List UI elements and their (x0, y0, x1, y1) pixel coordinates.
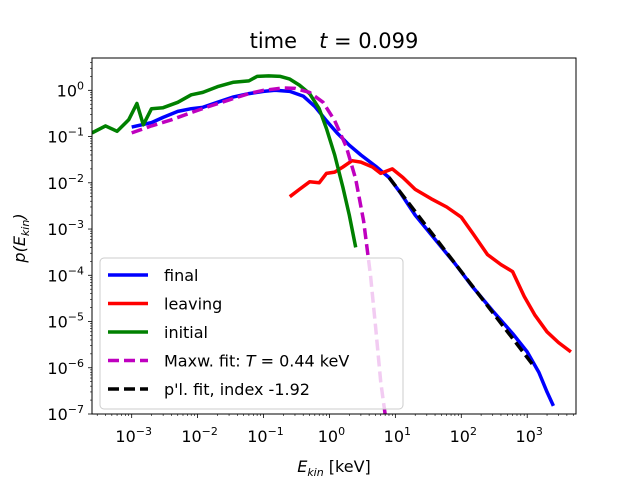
y-tick-label: 10−1 (47, 126, 84, 147)
y-tick-label: 10−4 (47, 264, 84, 285)
x-axis-label: Ekin [keV] (297, 457, 371, 479)
legend-label-p-l-fit-index-1-92: p'l. fit, index -1.92 (164, 380, 310, 399)
x-tick-label: 10−3 (115, 425, 152, 446)
x-tick-label: 101 (384, 425, 411, 446)
series-line-p-l-fit-index-1-92 (387, 176, 537, 369)
y-tick-label: 100 (57, 79, 84, 100)
legend-box (99, 257, 404, 410)
legend-label-maxw-fit: Maxw. fit: T = 0.44 keV (164, 352, 349, 371)
series-line-initial (92, 74, 358, 248)
series-layer (92, 74, 572, 414)
chart-title: time t = 0.099 (250, 29, 419, 53)
y-tick-label: 10−6 (47, 357, 84, 378)
y-tick-label: 10−7 (47, 403, 84, 424)
y-tick-label: 10−3 (47, 218, 84, 239)
x-tick-label: 102 (450, 425, 477, 446)
y-tick-label: 10−5 (47, 311, 84, 332)
legend-label-initial: initial (164, 323, 208, 342)
y-tick-label: 10−2 (47, 172, 84, 193)
x-tick-label: 100 (318, 425, 345, 446)
x-tick-label: 10−1 (247, 425, 284, 446)
legend: final leaving initial Maxw. fit: T = 0.44 k… (99, 257, 404, 410)
legend-label-final: final (164, 266, 198, 285)
x-tick-label: 103 (516, 425, 543, 446)
tick-layer: 10−3 10−2 10−1 100 101 102 103 10−7 10−6 10−5 10−4… (47, 62, 574, 446)
series-line-leaving (288, 158, 572, 354)
x-tick-label: 10−2 (181, 425, 218, 446)
y-axis-label: p(Ekin) (10, 213, 32, 263)
legend-label-leaving: leaving (164, 295, 222, 314)
